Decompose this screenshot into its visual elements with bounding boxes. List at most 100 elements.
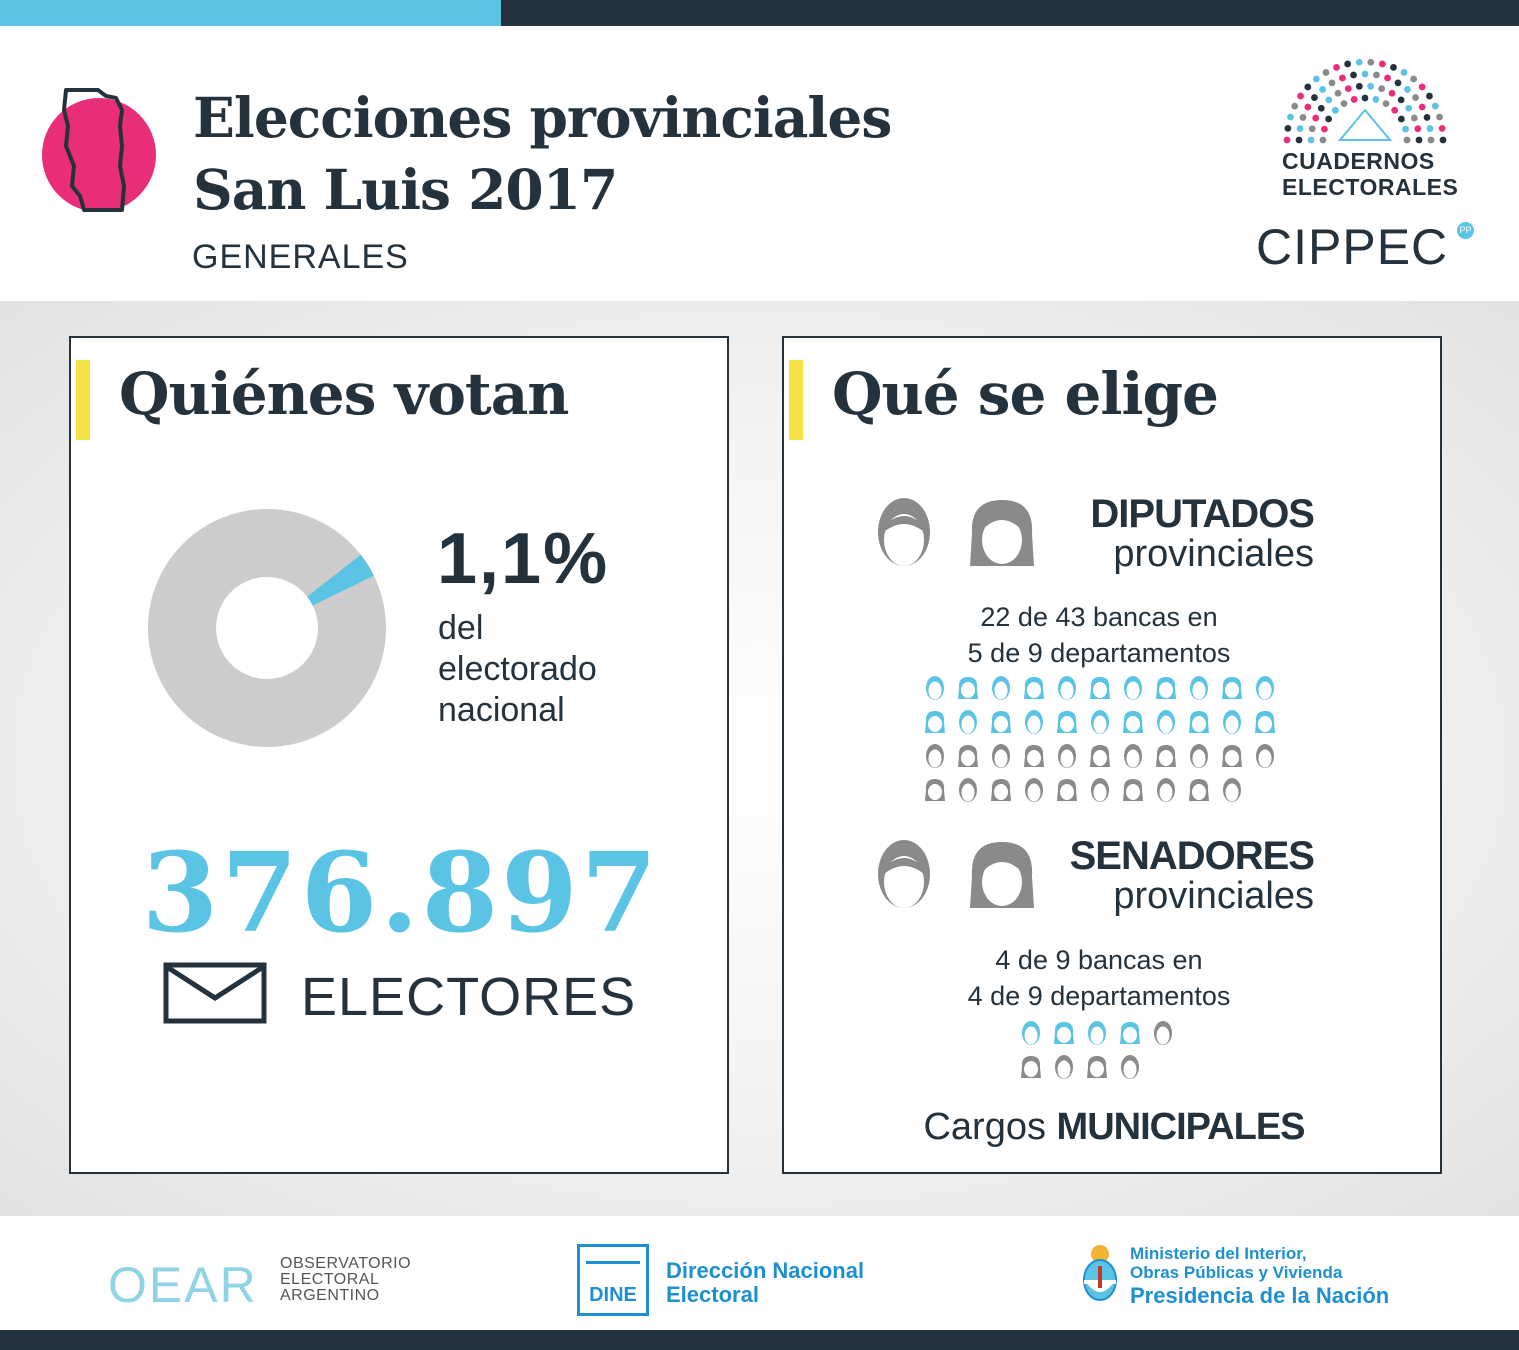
seat-elected [984,709,1017,743]
senadores-line-2: 4 de 9 departamentos [967,981,1231,1011]
logo-dot [1382,100,1390,108]
logo-dot [1311,94,1318,101]
logo-dot [1355,58,1363,66]
seat-not-elected [1149,777,1182,811]
man-seat-icon [1120,1055,1139,1079]
logo-dot [1372,96,1380,103]
seat-elected [951,709,984,743]
senadores-people-icon [878,840,1034,908]
seat-not-elected [1017,743,1050,777]
province-circle [42,98,156,212]
logo-dot [1344,85,1352,93]
man-seat-icon [1057,676,1076,700]
diputados-people-icon [878,498,1034,566]
header [0,26,1519,301]
man-seat-icon [1090,778,1109,802]
senadores-title: SENADORES provinciales [784,836,1315,916]
man-seat-icon [1123,676,1142,700]
logo-dot [1312,114,1320,122]
logo-dot [1297,92,1304,100]
seat-elected [1149,709,1182,743]
seat-elected [1083,675,1116,709]
logo-dot [1400,69,1408,76]
man-seat-icon [991,744,1010,768]
diputados-seat-grid [918,675,1281,811]
man-seat-icon [1255,676,1274,700]
man-seat-icon [991,676,1010,700]
woman-seat-icon [1020,1056,1041,1078]
cuadernos-electorales-logo-icon [1283,58,1447,144]
logo-dot [1325,115,1333,123]
dine-logo-text: DINE [589,1284,637,1306]
man-seat-icon [1090,710,1109,734]
logo-dot [1367,58,1375,66]
man-seat-icon [1156,710,1175,734]
cuadernos-electorales-text: CUADERNOS ELECTORALES [1282,148,1458,200]
logo-dot [1334,89,1342,97]
seat-not-elected [1215,743,1248,777]
voters-label: ELECTORES [301,967,637,1027]
woman-seat-icon [1188,779,1209,801]
title-line-2: San Luis 2017 [193,157,618,222]
logo-dot [1394,79,1402,87]
who-votes-title: Quiénes votan [119,360,569,428]
seat-elected [1182,675,1215,709]
man-seat-icon [1024,778,1043,802]
seat-elected [984,675,1017,709]
logo-dot [1405,104,1413,112]
seat-not-elected [1215,777,1248,811]
seat-elected [1248,675,1281,709]
percent-desc-line-1: del [438,609,484,647]
seat-not-elected [984,743,1017,777]
logo-dot [1412,94,1419,101]
logo-dot [1402,125,1409,133]
logo-dot [1426,125,1434,132]
seat-elected [1050,675,1083,709]
seat-not-elected [1080,1054,1113,1088]
what-is-elected-title: Qué se elige [832,360,1219,428]
voters-count: 376.897 [141,828,661,957]
woman-seat-icon [990,779,1011,801]
logo-dot [1319,136,1327,144]
seat-elected [1248,709,1281,743]
logo-dot [1328,79,1336,87]
seat-not-elected [984,777,1017,811]
logo-dot [1436,113,1443,121]
envelope-icon [163,962,267,1024]
seat-not-elected [1149,743,1182,777]
logo-dot [1390,63,1397,71]
woman-seat-icon [1122,779,1143,801]
woman-seat-icon [1221,745,1242,767]
woman-seat-icon [1023,745,1044,767]
woman-seat-icon [1086,1056,1107,1078]
man-seat-icon [958,710,977,734]
dine-logo-bar [586,1261,640,1264]
woman-seat-icon [1155,677,1176,699]
seat-elected [918,709,951,743]
logo-dot [1404,86,1411,93]
logo-dot [1355,82,1363,90]
woman-seat-icon [1089,745,1110,767]
logo-dot [1361,94,1369,102]
woman-seat-icon [1023,677,1044,699]
ministerio-name: Ministerio del Interior, Obras Públicas … [1130,1244,1389,1310]
logo-dot [1410,114,1418,122]
woman-seat-icon [1119,1022,1140,1044]
man-seat-icon [1123,744,1142,768]
title-accent [789,360,803,440]
logo-dot [1378,85,1386,93]
san-luis-map-icon [62,88,126,212]
cippec-badge: PP [1457,222,1474,239]
seat-elected [1080,1020,1113,1054]
seat-not-elected [1083,743,1116,777]
cippec-logo: CIPPEC [1256,219,1449,275]
dine-name: Dirección Nacional Electoral [666,1259,864,1307]
dine-name-line-1: Dirección Nacional [666,1258,865,1283]
senadores-seat-grid [1014,1020,1179,1088]
seat-not-elected [918,777,951,811]
seat-elected [1182,709,1215,743]
seat-elected [918,675,951,709]
logo-dot [1410,75,1418,83]
seat-not-elected [1113,1054,1146,1088]
man-seat-icon [1153,1021,1172,1045]
